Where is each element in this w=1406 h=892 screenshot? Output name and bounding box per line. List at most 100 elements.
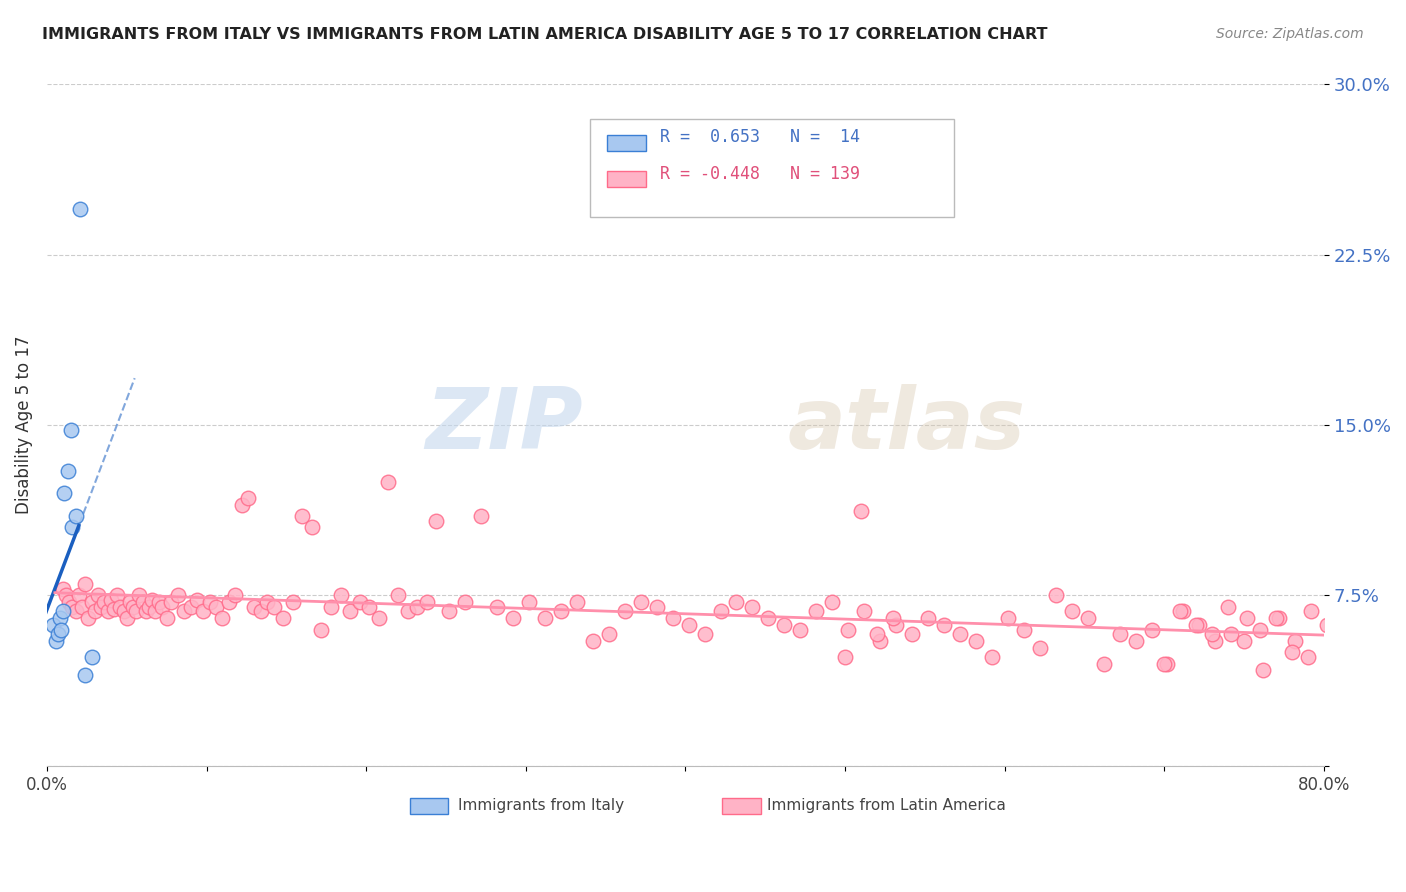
Point bbox=[367, 611, 389, 625]
Point bbox=[45, 633, 67, 648]
Point bbox=[224, 589, 246, 603]
Point bbox=[1108, 627, 1130, 641]
Point bbox=[281, 595, 304, 609]
Point bbox=[1268, 611, 1291, 625]
Text: ZIP: ZIP bbox=[426, 384, 583, 467]
Point bbox=[166, 589, 188, 603]
Point bbox=[1364, 589, 1386, 603]
Point bbox=[48, 611, 70, 625]
Point bbox=[598, 627, 620, 641]
Point bbox=[186, 593, 208, 607]
Point bbox=[83, 604, 105, 618]
Point bbox=[46, 627, 69, 641]
Point bbox=[997, 611, 1019, 625]
Point bbox=[821, 595, 844, 609]
Point bbox=[789, 623, 811, 637]
Point bbox=[406, 599, 429, 614]
Point bbox=[263, 599, 285, 614]
Point bbox=[58, 595, 80, 609]
Point bbox=[271, 611, 294, 625]
Point bbox=[1201, 627, 1223, 641]
Point bbox=[1379, 640, 1402, 655]
Point bbox=[198, 595, 221, 609]
Point bbox=[56, 464, 79, 478]
Point bbox=[65, 508, 87, 523]
FancyBboxPatch shape bbox=[607, 171, 645, 187]
Point bbox=[1301, 604, 1323, 618]
Point bbox=[100, 593, 122, 607]
Text: IMMIGRANTS FROM ITALY VS IMMIGRANTS FROM LATIN AMERICA DISABILITY AGE 5 TO 17 CO: IMMIGRANTS FROM ITALY VS IMMIGRANTS FROM… bbox=[42, 27, 1047, 42]
Point bbox=[67, 589, 90, 603]
Point bbox=[96, 604, 118, 618]
Point bbox=[630, 595, 652, 609]
Point bbox=[709, 604, 731, 618]
Point bbox=[853, 604, 876, 618]
Point bbox=[1220, 627, 1243, 641]
Point bbox=[486, 599, 509, 614]
Point bbox=[93, 595, 115, 609]
Point bbox=[678, 618, 700, 632]
Point bbox=[396, 604, 419, 618]
Point bbox=[661, 611, 683, 625]
Point bbox=[437, 604, 460, 618]
Point bbox=[1045, 589, 1067, 603]
Point bbox=[319, 599, 342, 614]
Point bbox=[75, 668, 97, 682]
Point bbox=[1125, 633, 1147, 648]
Point bbox=[565, 595, 588, 609]
Point bbox=[645, 599, 668, 614]
Point bbox=[1284, 633, 1306, 648]
Point bbox=[301, 520, 323, 534]
Point bbox=[1249, 623, 1271, 637]
Point bbox=[1251, 664, 1274, 678]
Point bbox=[155, 611, 177, 625]
Point bbox=[1348, 657, 1371, 671]
Point bbox=[387, 589, 409, 603]
Point bbox=[77, 611, 100, 625]
Point bbox=[70, 599, 93, 614]
Point bbox=[236, 491, 259, 505]
Point bbox=[932, 618, 955, 632]
Point bbox=[901, 627, 924, 641]
Point bbox=[550, 604, 572, 618]
Text: R =  0.653   N =  14: R = 0.653 N = 14 bbox=[659, 128, 860, 146]
Point bbox=[150, 599, 173, 614]
Point bbox=[1092, 657, 1115, 671]
Point bbox=[1029, 640, 1052, 655]
Point bbox=[55, 589, 77, 603]
Point bbox=[837, 623, 859, 637]
Point bbox=[1153, 657, 1175, 671]
Point bbox=[160, 595, 183, 609]
Point bbox=[42, 618, 65, 632]
Point bbox=[773, 618, 796, 632]
Point bbox=[1173, 604, 1195, 618]
Point bbox=[122, 599, 145, 614]
FancyBboxPatch shape bbox=[409, 797, 449, 814]
FancyBboxPatch shape bbox=[589, 119, 953, 218]
Point bbox=[1188, 618, 1211, 632]
Point bbox=[416, 595, 439, 609]
Point bbox=[1296, 649, 1319, 664]
Point bbox=[53, 486, 76, 500]
Text: Source: ZipAtlas.com: Source: ZipAtlas.com bbox=[1216, 27, 1364, 41]
Point bbox=[758, 611, 780, 625]
Point bbox=[87, 589, 110, 603]
Point bbox=[90, 599, 112, 614]
Point bbox=[75, 577, 97, 591]
Point bbox=[693, 627, 716, 641]
Point bbox=[65, 604, 87, 618]
Point bbox=[582, 633, 605, 648]
Point bbox=[1060, 604, 1083, 618]
Point bbox=[125, 604, 148, 618]
Point bbox=[884, 618, 907, 632]
Point bbox=[218, 595, 240, 609]
Text: Immigrants from Italy: Immigrants from Italy bbox=[458, 798, 624, 814]
Point bbox=[145, 604, 167, 618]
Point bbox=[59, 423, 82, 437]
Text: R = -0.448   N = 139: R = -0.448 N = 139 bbox=[659, 165, 860, 183]
Point bbox=[1012, 623, 1035, 637]
Point bbox=[917, 611, 939, 625]
Point bbox=[377, 475, 399, 489]
Point bbox=[105, 589, 128, 603]
Point bbox=[211, 611, 233, 625]
